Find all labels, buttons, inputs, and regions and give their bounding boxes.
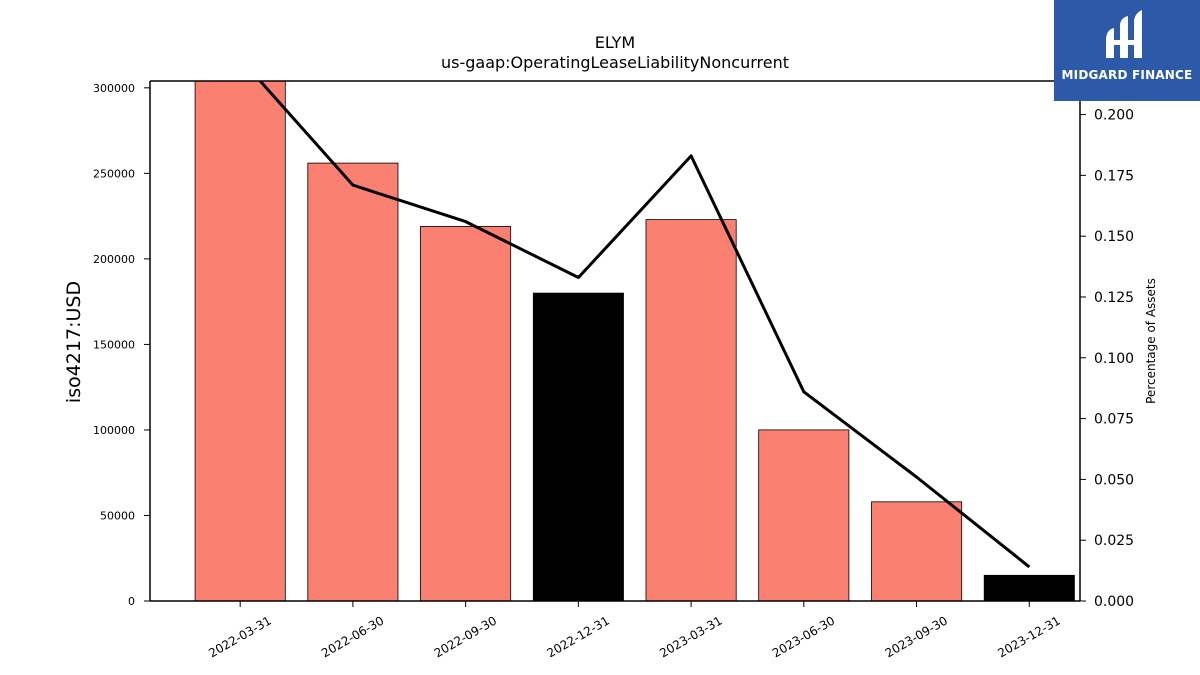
bar-group [194, 80, 1075, 602]
y-tick-label: 250000 [93, 167, 135, 180]
x-tick-label: 2023-03-31 [657, 613, 724, 660]
x-tick-label: 2023-12-31 [995, 613, 1062, 660]
chart-subtitle: us-gaap:OperatingLeaseLiabilityNoncurren… [441, 53, 789, 72]
bar-2023-12-31 [983, 574, 1075, 602]
y2-tick-label: 0.175 [1094, 168, 1134, 184]
y-axis-label: iso4217:USD [63, 281, 85, 403]
x-tick-label: 2022-06-30 [319, 613, 386, 660]
logo-mark-icon [1106, 10, 1142, 58]
bar-2022-06-30 [307, 162, 399, 602]
y2-tick-label: 0.050 [1094, 472, 1134, 488]
y-tick-label: 200000 [93, 253, 135, 266]
bar-2023-09-30 [871, 501, 963, 602]
x-tick-label: 2022-12-31 [544, 613, 611, 660]
x-tick-label: 2022-03-31 [206, 613, 273, 660]
y2-tick-label: 0.125 [1094, 290, 1134, 306]
y-tick-label: 150000 [93, 338, 135, 351]
percentage-line [258, 81, 1031, 569]
bar-2022-09-30 [420, 225, 512, 602]
x-tick-label: 2023-09-30 [883, 613, 950, 660]
bar-2022-12-31 [532, 292, 624, 602]
y-tick-label: 300000 [93, 82, 135, 95]
brand-logo: MIDGARD FINANCE [1054, 0, 1200, 101]
y-tick-label: 100000 [93, 424, 135, 437]
x-tick-label: 2023-06-30 [770, 613, 837, 660]
y2-tick-label: 0.150 [1094, 229, 1134, 245]
line-group [258, 81, 1031, 569]
y-tick-label: 50000 [100, 509, 135, 522]
y2-tick-label: 0.100 [1094, 351, 1134, 367]
logo-text: MIDGARD FINANCE [1061, 68, 1193, 82]
y2-tick-label: 0.075 [1094, 412, 1134, 428]
y2-tick-label: 0.200 [1094, 108, 1134, 124]
y2-axis-label: Percentage of Assets [1144, 278, 1158, 404]
y2-tick-label: 0.000 [1094, 594, 1134, 610]
bar-2022-03-31 [194, 80, 286, 602]
chart-title: ELYM [595, 33, 635, 52]
bar-2023-06-30 [758, 429, 850, 602]
bar-2023-03-31 [645, 219, 737, 602]
x-tick-label: 2022-09-30 [432, 613, 499, 660]
y-tick-label: 0 [128, 595, 135, 608]
y2-tick-label: 0.025 [1094, 533, 1134, 549]
